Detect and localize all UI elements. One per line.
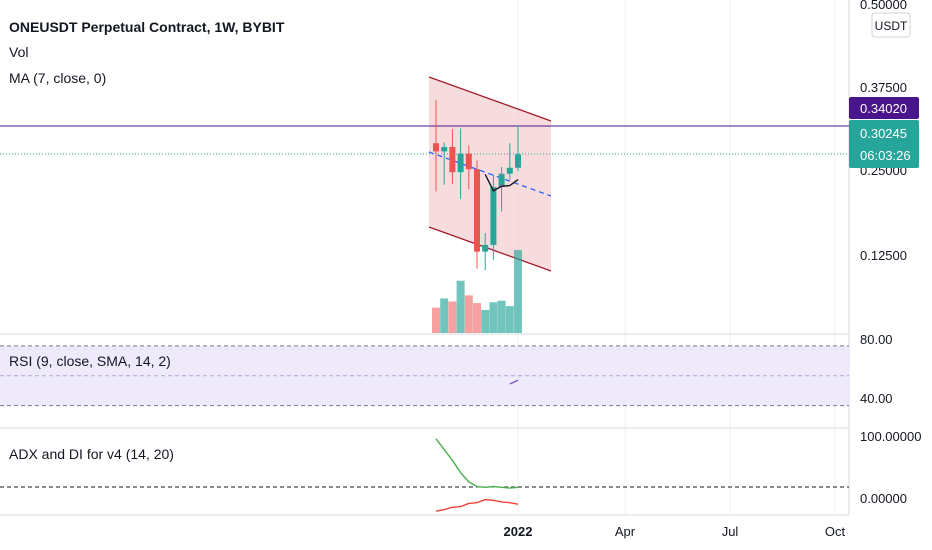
rsi-pane xyxy=(0,345,849,407)
last-price-label: 0.30245 xyxy=(860,126,907,141)
symbol-title[interactable]: ONEUSDT Perpetual Contract, 1W, BYBIT xyxy=(9,19,285,35)
volume-bar xyxy=(456,280,465,333)
volume-bars xyxy=(432,250,522,333)
candle-body xyxy=(433,143,439,152)
last-price-tag xyxy=(849,120,919,168)
grid xyxy=(517,0,836,515)
price-tick-label: 0.12500 xyxy=(860,248,907,263)
time-tick-label: Oct xyxy=(825,524,846,539)
time-axis[interactable]: 2022 Apr Jul Oct xyxy=(504,524,846,539)
volume-bar xyxy=(489,302,498,333)
adx-pane xyxy=(0,438,849,512)
volume-legend[interactable]: Vol xyxy=(9,44,29,60)
price-tick-label: 0.37500 xyxy=(860,80,907,95)
candle-body xyxy=(515,154,521,168)
adx-legend[interactable]: ADX and DI for v4 (14, 20) xyxy=(9,446,174,462)
ma-legend[interactable]: MA (7, close, 0) xyxy=(9,70,107,86)
candle-body xyxy=(457,153,464,173)
rsi-legend[interactable]: RSI (9, close, SMA, 14, 2) xyxy=(9,353,171,369)
price-tick-label: 0.50000 xyxy=(860,0,907,12)
price-pane xyxy=(0,76,849,333)
candle-body xyxy=(490,187,497,245)
candle-body xyxy=(498,173,505,188)
adx-tick-label: 100.00000 xyxy=(860,429,921,444)
candle-body xyxy=(465,153,472,170)
price-axis[interactable]: 0.50000 0.37500 0.25000 0.12500 USDT 0.3… xyxy=(849,0,921,506)
volume-bar xyxy=(481,309,490,333)
volume-bar xyxy=(432,307,440,333)
volume-bar xyxy=(448,301,457,333)
candle-body xyxy=(449,146,456,173)
rsi-line xyxy=(509,379,519,385)
hline-price-tag xyxy=(849,97,919,119)
channel-mid-line xyxy=(428,151,552,197)
candle-body xyxy=(474,169,480,252)
channel-upper-line xyxy=(428,76,552,122)
time-tick-label: Jul xyxy=(722,524,739,539)
channel-lower-line xyxy=(428,226,552,272)
time-tick-label: 2022 xyxy=(504,524,533,539)
volume-bar xyxy=(505,306,514,333)
volume-bar xyxy=(464,295,473,333)
currency-label: USDT xyxy=(875,19,908,33)
volume-bar xyxy=(514,250,522,333)
volume-bar xyxy=(440,298,449,333)
rsi-tick-label: 80.00 xyxy=(860,332,893,347)
volume-bar xyxy=(497,300,506,333)
adx-tick-label: 0.00000 xyxy=(860,491,907,506)
rsi-tick-label: 40.00 xyxy=(860,391,893,406)
candles xyxy=(433,100,521,271)
time-tick-label: Apr xyxy=(615,524,636,539)
bar-countdown-label: 06:03:26 xyxy=(860,148,911,163)
volume-bar xyxy=(473,303,481,333)
candle-body xyxy=(441,146,448,152)
adx-plus-line xyxy=(435,438,519,489)
candle-body xyxy=(482,244,489,252)
ma-line xyxy=(484,174,519,192)
adx-minus-line xyxy=(435,498,519,512)
hline-price-label: 0.34020 xyxy=(860,101,907,116)
currency-badge xyxy=(871,12,911,38)
candle-body xyxy=(506,167,513,174)
